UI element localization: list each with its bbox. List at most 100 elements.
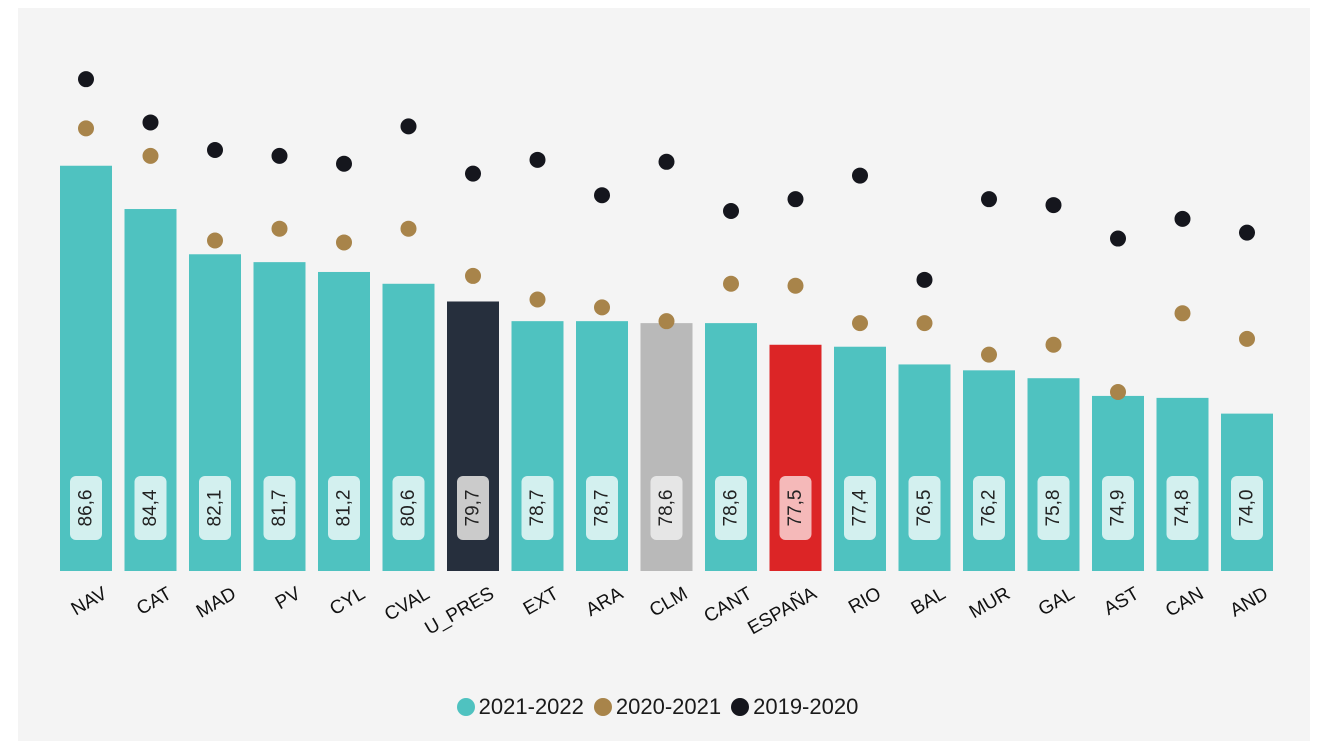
legend-item-2019-2020[interactable]: 2019-2020 bbox=[731, 694, 858, 720]
value-label-box bbox=[70, 476, 102, 540]
point-2020-2021 bbox=[78, 120, 94, 137]
point-2020-2021 bbox=[723, 275, 739, 292]
category-label: NAV bbox=[68, 583, 111, 620]
category-label: RIO bbox=[845, 583, 885, 618]
point-2019-2020 bbox=[1045, 197, 1062, 214]
point-2020-2021 bbox=[981, 346, 997, 363]
legend-swatch bbox=[456, 698, 475, 716]
bar-gal bbox=[1027, 378, 1080, 571]
point-2020-2021 bbox=[1045, 336, 1062, 353]
value-label: 86,6 bbox=[76, 490, 97, 527]
value-label-box bbox=[392, 476, 425, 540]
point-2019-2020 bbox=[207, 142, 223, 159]
point-2019-2020 bbox=[723, 202, 739, 219]
point-2019-2020 bbox=[594, 187, 610, 204]
point-2019-2020 bbox=[400, 118, 417, 135]
value-label: 77,4 bbox=[850, 489, 871, 526]
category-label: ARA bbox=[583, 583, 628, 621]
legend-item-2021-2022[interactable]: 2021-2022 bbox=[456, 694, 584, 720]
category-label: AND bbox=[1227, 583, 1272, 621]
point-2019-2020 bbox=[1174, 210, 1191, 227]
point-2019-2020 bbox=[271, 147, 288, 164]
value-label: 74,8 bbox=[1172, 490, 1193, 527]
legend-swatch bbox=[593, 698, 612, 716]
point-2020-2021 bbox=[142, 147, 159, 164]
category-label: ESPAÑA bbox=[744, 582, 821, 639]
point-2020-2021 bbox=[271, 220, 288, 237]
value-label-box bbox=[521, 476, 554, 540]
point-2019-2020 bbox=[336, 155, 352, 172]
value-label-box bbox=[263, 476, 296, 540]
value-label: 76,2 bbox=[979, 490, 1000, 527]
category-label: CAN bbox=[1162, 583, 1207, 621]
value-label: 78,6 bbox=[656, 490, 677, 527]
point-2020-2021 bbox=[529, 291, 546, 308]
category-label: AST bbox=[1100, 583, 1143, 620]
point-2019-2020 bbox=[142, 114, 159, 131]
value-label: 80,6 bbox=[398, 490, 419, 527]
legend: 2021-2022 2020-2021 2019-2020 bbox=[0, 694, 1319, 720]
value-label-box bbox=[1102, 476, 1134, 540]
point-2019-2020 bbox=[981, 191, 997, 208]
value-label-box bbox=[586, 476, 618, 540]
value-label: 84,4 bbox=[140, 489, 161, 526]
value-label: 78,7 bbox=[527, 490, 548, 527]
point-2020-2021 bbox=[1174, 305, 1191, 322]
value-label-box bbox=[1231, 476, 1263, 540]
point-2020-2021 bbox=[336, 234, 352, 251]
category-label: U_PRES bbox=[422, 583, 498, 639]
point-2020-2021 bbox=[787, 277, 804, 294]
point-2020-2021 bbox=[207, 232, 223, 249]
value-label-box bbox=[1037, 476, 1070, 540]
value-label: 74,0 bbox=[1237, 490, 1258, 527]
point-2019-2020 bbox=[1239, 224, 1255, 241]
point-2020-2021 bbox=[852, 315, 868, 332]
legend-item-2020-2021[interactable]: 2020-2021 bbox=[593, 694, 722, 720]
category-label: MAD bbox=[193, 583, 240, 622]
point-2019-2020 bbox=[916, 271, 933, 288]
value-label: 74,9 bbox=[1108, 490, 1129, 527]
point-2019-2020 bbox=[852, 167, 868, 184]
category-label: BAL bbox=[908, 583, 950, 619]
point-2019-2020 bbox=[658, 153, 675, 170]
point-2020-2021 bbox=[1110, 383, 1126, 400]
point-2020-2021 bbox=[916, 315, 933, 332]
value-label: 77,5 bbox=[785, 490, 806, 527]
value-label: 75,8 bbox=[1043, 490, 1064, 527]
category-label: EXT bbox=[520, 583, 563, 620]
category-label: CLM bbox=[646, 583, 691, 621]
legend-label: 2019-2020 bbox=[753, 694, 859, 719]
point-2020-2021 bbox=[400, 220, 417, 237]
value-label: 81,2 bbox=[334, 490, 355, 527]
bar-mur bbox=[963, 370, 1015, 571]
value-label: 76,5 bbox=[914, 490, 935, 527]
point-2020-2021 bbox=[1239, 330, 1255, 347]
category-label: PV bbox=[272, 583, 305, 614]
value-label: 78,6 bbox=[721, 490, 742, 527]
category-label: GAL bbox=[1035, 583, 1078, 620]
point-2019-2020 bbox=[787, 191, 804, 208]
value-label: 79,7 bbox=[463, 490, 484, 527]
legend-label: 2020-2021 bbox=[615, 694, 722, 719]
value-label-box bbox=[973, 476, 1005, 540]
value-label-box bbox=[650, 476, 683, 540]
value-label-box bbox=[908, 476, 941, 540]
point-2020-2021 bbox=[658, 313, 675, 330]
point-2019-2020 bbox=[529, 151, 546, 168]
category-label: CYL bbox=[326, 583, 369, 620]
legend-swatch bbox=[731, 698, 750, 716]
point-2020-2021 bbox=[465, 267, 481, 284]
category-label: MUR bbox=[966, 583, 1014, 623]
value-label-box bbox=[457, 476, 489, 540]
point-2019-2020 bbox=[1110, 230, 1126, 247]
category-label: CAT bbox=[133, 583, 176, 620]
point-2019-2020 bbox=[78, 71, 94, 88]
value-label: 78,7 bbox=[592, 490, 613, 527]
point-2020-2021 bbox=[594, 299, 610, 316]
value-label-box bbox=[328, 476, 360, 540]
bar-bal bbox=[898, 364, 951, 571]
value-label: 82,1 bbox=[205, 490, 226, 527]
point-2019-2020 bbox=[465, 165, 481, 182]
value-label-box bbox=[199, 476, 231, 540]
